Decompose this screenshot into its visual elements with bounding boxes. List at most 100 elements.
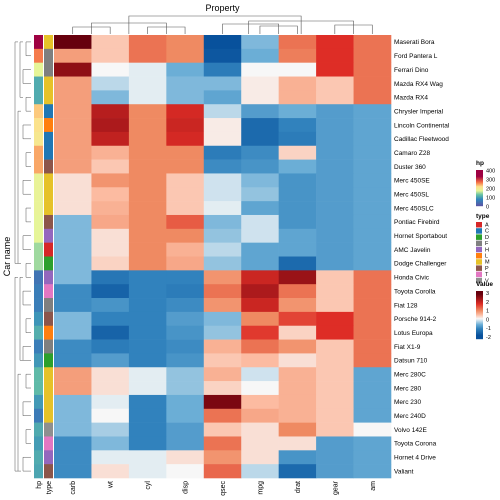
hp-annotation-cell — [34, 48, 43, 63]
heatmap-cell — [278, 242, 317, 257]
type-legend-label: T — [485, 272, 489, 278]
row-dendrogram-branch — [17, 373, 21, 472]
heatmap-cell — [91, 173, 130, 188]
hp-legend-gradient-step — [476, 203, 483, 205]
value-legend-gradient-step — [476, 315, 483, 317]
heatmap-cell — [128, 90, 167, 105]
heatmap-cell — [316, 339, 354, 354]
value-legend-gradient-step — [476, 337, 483, 339]
value-legend-gradient-step — [476, 302, 483, 304]
value-legend-gradient-step — [476, 299, 483, 301]
heatmap-cell — [203, 159, 242, 174]
heatmap-cell — [316, 311, 354, 327]
hp-annotation-cell — [34, 187, 43, 202]
heatmap-cell — [203, 48, 242, 63]
row-label: Hornet 4 Drive — [394, 455, 436, 462]
row-dendrogram-branch — [22, 180, 31, 195]
heatmap-cell — [353, 159, 392, 174]
row-dendrogram-branch — [19, 277, 23, 361]
row-dendrogram-branch — [25, 207, 31, 223]
heatmap-cell — [353, 62, 392, 77]
hp-legend-gradient-step — [476, 175, 483, 177]
heatmap-cell — [91, 90, 130, 105]
row-label: Volvo 142E — [394, 427, 428, 434]
value-legend-gradient-step — [476, 326, 483, 328]
heatmap-cell — [128, 394, 167, 410]
heatmap-cell — [353, 325, 392, 340]
heatmap-cell — [91, 408, 130, 423]
heatmap-cell — [353, 436, 392, 451]
hp-legend-gradient-step — [476, 190, 483, 192]
heatmap-cell — [316, 422, 354, 437]
row-dendrogram-branch — [22, 235, 31, 250]
heatmap-cell — [203, 381, 242, 396]
heatmap-cell — [91, 35, 130, 50]
hp-annotation-cell — [34, 408, 43, 423]
heatmap-cell — [128, 270, 167, 285]
type-legend-swatch — [476, 246, 482, 253]
heatmap-cell — [166, 228, 205, 243]
heatmap-cell — [241, 256, 279, 271]
row-label: Toyota Corona — [394, 441, 437, 448]
value-legend-gradient-step — [476, 292, 483, 294]
heatmap-cell — [54, 145, 92, 160]
heatmap-cell — [353, 394, 392, 410]
heatmap-cell — [241, 381, 279, 396]
hp-annotation-cell — [34, 464, 43, 479]
heatmap-cell — [54, 187, 92, 202]
heatmap-cell — [54, 422, 92, 437]
heatmap-cell — [128, 76, 167, 91]
heatmap-cell — [241, 104, 279, 119]
heatmap-cell — [241, 187, 279, 202]
row-label: AMC Javelin — [394, 247, 431, 254]
heatmap-cell — [128, 381, 167, 396]
hp-annotation-cell — [34, 62, 43, 77]
heatmap-cell — [166, 214, 205, 230]
heatmap-cell — [128, 173, 167, 188]
value-legend-gradient-step — [476, 330, 483, 332]
heatmap-cell — [353, 298, 392, 313]
heatmap-cell — [203, 408, 242, 423]
heatmap-cell — [353, 450, 392, 465]
type-annotation-cell — [44, 367, 53, 382]
hp-annotation-cell — [34, 450, 43, 465]
heatmap-cell — [353, 201, 392, 216]
hp-legend-gradient-step — [476, 195, 483, 197]
heatmap-cell — [278, 284, 317, 299]
hp-annotation-cell — [34, 173, 43, 188]
heatmap-cell — [128, 422, 167, 437]
heatmap-cell — [54, 353, 92, 368]
value-legend-gradient-step — [476, 320, 483, 322]
type-legend-label: V — [485, 278, 489, 284]
type-legend-label: H — [485, 247, 489, 253]
hp-annotation-cell — [34, 256, 43, 271]
heatmap-cell — [166, 450, 205, 465]
row-dendrogram-branch — [25, 97, 31, 112]
heatmap-cell — [54, 394, 92, 410]
row-label: Fiat 128 — [394, 302, 418, 309]
heatmap-cell — [54, 242, 92, 257]
value-legend-gradient-step — [476, 323, 483, 325]
type-legend-label: F — [485, 241, 489, 247]
heatmap-cell — [54, 325, 92, 340]
heatmap-cell — [316, 381, 354, 396]
heatmap-cell — [278, 394, 317, 410]
heatmap-cell — [54, 311, 92, 327]
value-legend-tick: -1 — [486, 326, 491, 332]
heatmap-cell — [128, 450, 167, 465]
heatmap-cell — [241, 422, 279, 437]
heatmap-cell — [316, 62, 354, 77]
heatmap-cell — [278, 118, 317, 133]
hp-legend-gradient-step — [476, 196, 483, 198]
value-legend-tick: 2 — [486, 300, 489, 306]
value-legend-gradient-step — [476, 312, 483, 314]
type-legend-label: M — [485, 260, 490, 266]
heatmap-cell — [278, 62, 317, 77]
heatmap-cell — [166, 394, 205, 410]
value-legend-gradient-step — [476, 301, 483, 303]
value-legend-gradient-step — [476, 334, 483, 336]
heatmap-cell — [241, 201, 279, 216]
column-label: disp — [183, 481, 190, 494]
row-label: Merc 230 — [394, 399, 421, 406]
heatmap-cell — [316, 325, 354, 340]
